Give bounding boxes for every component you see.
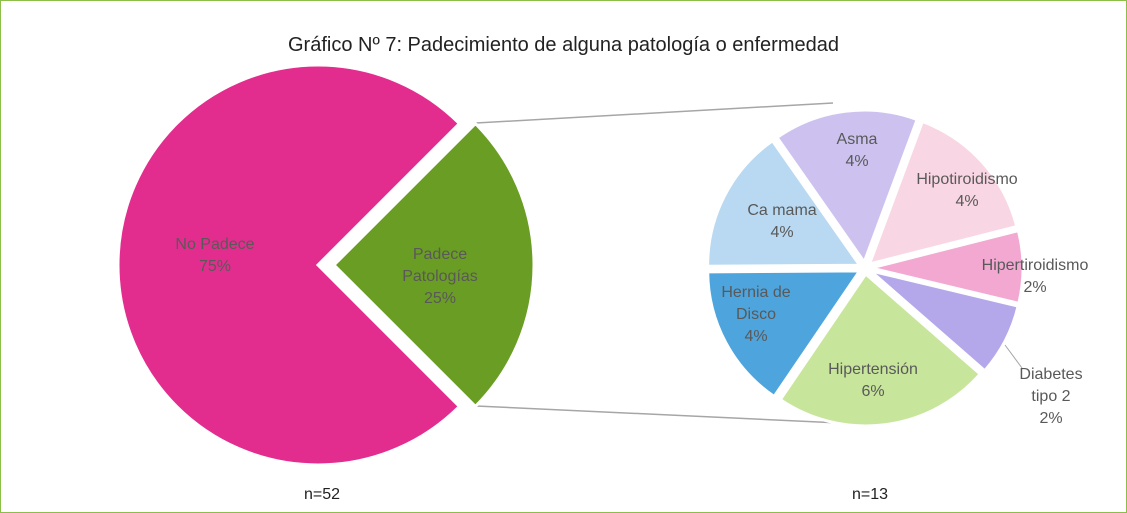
connector-line [475,405,841,424]
value-label: 4% [770,224,794,241]
category-label: Hernia de Disco [721,284,791,323]
category-label: Padece Patologías [402,246,478,285]
pie-slice [331,121,536,409]
pie-slice [778,271,983,428]
pie-slice [774,108,920,266]
slice-label: Ca mama 4% [737,200,827,244]
annotation: n=52 [303,486,341,503]
slice-label: Asma 4% [812,129,902,173]
chart-title: Gráfico Nº 7: Padecimiento de alguna pat… [288,34,839,56]
value-label: 75% [198,258,232,275]
pie-slice [706,138,863,268]
value-label: 25% [423,290,457,307]
slice-label: No Padece 75% [155,234,275,278]
slice-label: Hipertensión 6% [808,359,938,403]
pie-slice [870,228,1025,306]
value-label: 2% [1039,410,1063,427]
category-label: Hipertensión [828,361,918,378]
slice-label: Hernia de Disco 4% [714,282,799,348]
category-label: Hipotiroidismo [916,171,1018,188]
pie-slice [116,63,462,467]
pie-slice [706,269,863,399]
slice-label: Hipotiroidismo 4% [902,169,1032,213]
connector-line [475,102,834,124]
pie-slice [867,119,1019,267]
category-label: Asma [836,131,878,148]
value-label: 4% [845,153,869,170]
annotation: n=13 [851,486,889,503]
category-label: No Padece [175,236,255,253]
pie-slice [869,269,1020,373]
value-label: 2% [1023,279,1047,296]
slice-label: Padece Patologías 25% [395,244,485,310]
value-label: 4% [744,328,768,345]
category-label: Ca mama [747,202,817,219]
value-label: 4% [955,193,979,210]
value-label: 6% [861,383,885,400]
leader-line [1004,344,1023,369]
slice-label: Diabetes tipo 2 2% [1016,364,1086,430]
category-label: Diabetes tipo 2 [1019,366,1083,405]
slice-label: Hipertiroidismo 2% [960,255,1110,299]
category-label: Hipertiroidismo [981,257,1089,274]
